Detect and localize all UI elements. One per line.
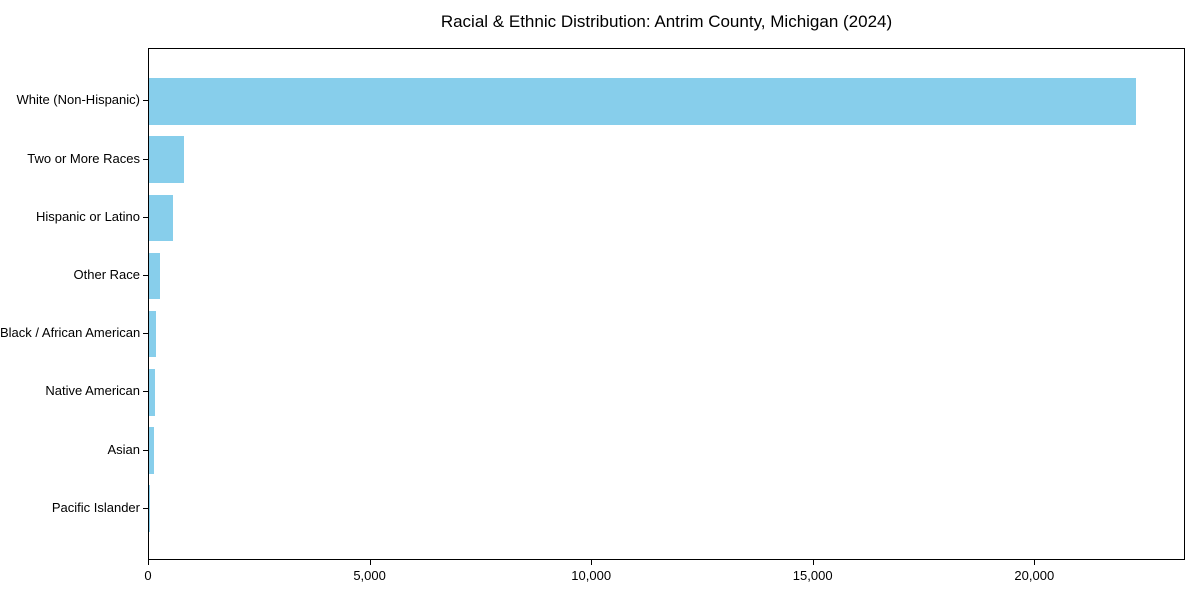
y-tick-label-two-or-more-races: Two or More Races [27, 150, 140, 166]
bar-white-non-hispanic [149, 78, 1137, 125]
x-tick-mark [148, 560, 149, 565]
bar-other-race [149, 252, 161, 300]
x-tick-label-10-000: 10,000 [571, 568, 612, 583]
y-tick-label-other-race: Other Race [73, 266, 140, 282]
x-tick-label-0: 0 [144, 568, 152, 583]
y-tick-mark [143, 391, 148, 393]
x-tick-label-5-000: 5,000 [353, 568, 386, 583]
x-tick-mark [1034, 560, 1036, 565]
chart-title: Racial & Ethnic Distribution: Antrim Cou… [440, 12, 893, 31]
y-tick-label-asian: Asian [107, 441, 140, 457]
y-tick-mark [143, 274, 148, 276]
x-tick-mark [369, 560, 371, 565]
y-tick-label-hispanic-or-latino: Hispanic or Latino [35, 208, 140, 224]
x-tick-label-15-000: 15,000 [792, 568, 833, 583]
x-tick-mark [591, 560, 593, 565]
y-tick-label-black-african-american: Black / African American [0, 325, 141, 341]
bar-native-american [149, 369, 156, 416]
y-tick-label-white-non-hispanic: White (Non-Hispanic) [16, 92, 140, 108]
y-tick-mark [143, 158, 148, 160]
y-tick-label-native-american: Native American [45, 383, 140, 399]
bar-asian [149, 427, 154, 474]
y-tick-mark [143, 216, 148, 218]
y-tick-mark [143, 100, 148, 102]
bar-hispanic-or-latino [149, 194, 174, 241]
plot-area [148, 48, 1185, 560]
y-tick-mark [143, 507, 148, 509]
bar-black-african-american [149, 310, 157, 358]
y-tick-label-pacific-islander: Pacific Islander [51, 499, 140, 515]
y-tick-mark [143, 333, 148, 335]
x-tick-label-20-000: 20,000 [1014, 568, 1055, 583]
x-tick-mark [812, 560, 814, 565]
bar-two-or-more-races [149, 136, 185, 183]
y-tick-mark [143, 449, 148, 451]
